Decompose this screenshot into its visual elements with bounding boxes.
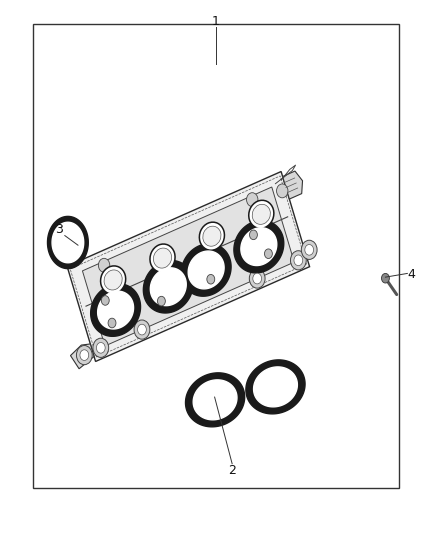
Polygon shape bbox=[188, 251, 224, 289]
Ellipse shape bbox=[203, 226, 221, 246]
Circle shape bbox=[253, 273, 261, 284]
Polygon shape bbox=[234, 220, 284, 273]
Ellipse shape bbox=[150, 244, 175, 272]
Polygon shape bbox=[47, 216, 88, 269]
Polygon shape bbox=[67, 172, 310, 361]
Polygon shape bbox=[283, 171, 303, 199]
Circle shape bbox=[265, 249, 272, 259]
Polygon shape bbox=[82, 187, 294, 346]
Ellipse shape bbox=[249, 200, 274, 228]
Polygon shape bbox=[98, 291, 134, 329]
Circle shape bbox=[134, 320, 150, 339]
Circle shape bbox=[305, 245, 314, 255]
Circle shape bbox=[101, 296, 109, 305]
Ellipse shape bbox=[104, 270, 122, 290]
Polygon shape bbox=[254, 367, 297, 407]
Polygon shape bbox=[241, 228, 277, 265]
Circle shape bbox=[93, 338, 109, 358]
Ellipse shape bbox=[199, 222, 224, 251]
Text: 3: 3 bbox=[55, 223, 63, 236]
Ellipse shape bbox=[252, 204, 270, 224]
Polygon shape bbox=[150, 268, 186, 305]
Polygon shape bbox=[143, 261, 193, 313]
Circle shape bbox=[96, 343, 105, 353]
Circle shape bbox=[108, 318, 116, 328]
Polygon shape bbox=[181, 244, 231, 296]
Circle shape bbox=[80, 350, 89, 360]
Bar bbox=[33, 24, 399, 488]
Polygon shape bbox=[186, 373, 245, 427]
Polygon shape bbox=[193, 380, 237, 420]
Circle shape bbox=[138, 324, 146, 335]
Circle shape bbox=[276, 184, 288, 198]
Text: 4: 4 bbox=[408, 268, 416, 281]
Circle shape bbox=[290, 251, 306, 270]
Polygon shape bbox=[246, 360, 305, 414]
Ellipse shape bbox=[153, 248, 172, 268]
Circle shape bbox=[249, 269, 265, 288]
Circle shape bbox=[301, 240, 317, 260]
Circle shape bbox=[381, 273, 389, 283]
Circle shape bbox=[250, 230, 258, 240]
Circle shape bbox=[207, 274, 215, 284]
Polygon shape bbox=[91, 284, 141, 336]
Circle shape bbox=[77, 345, 92, 365]
Text: 1: 1 bbox=[212, 15, 220, 28]
Circle shape bbox=[294, 255, 303, 265]
Circle shape bbox=[247, 193, 258, 207]
Polygon shape bbox=[52, 222, 84, 263]
Ellipse shape bbox=[101, 266, 126, 294]
Polygon shape bbox=[71, 344, 94, 369]
Circle shape bbox=[99, 259, 110, 272]
Text: 2: 2 bbox=[228, 464, 236, 477]
Circle shape bbox=[158, 296, 166, 306]
